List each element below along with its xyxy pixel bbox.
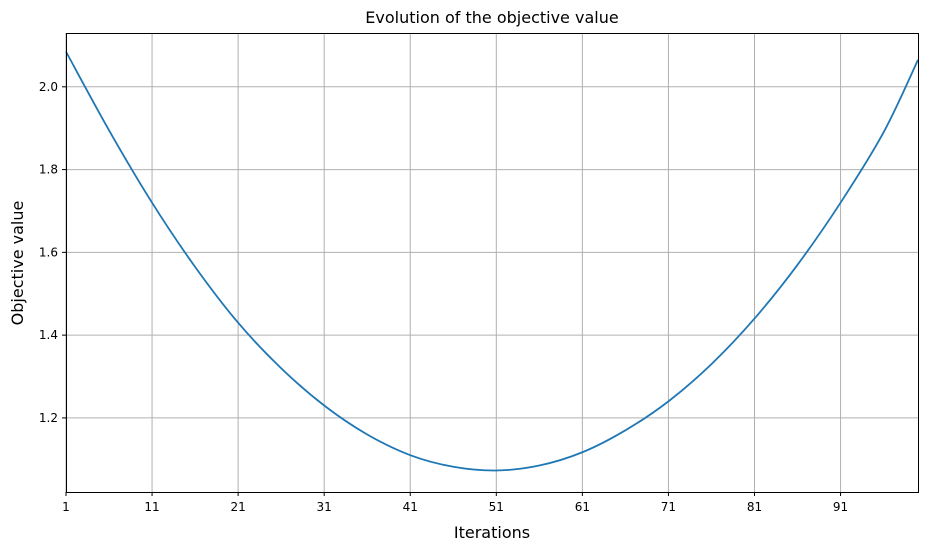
x-tick-label: 61 (575, 500, 590, 514)
y-tick-label: 2.0 (39, 80, 58, 94)
x-axis-label: Iterations (454, 523, 530, 542)
x-tick-label: 21 (230, 500, 245, 514)
x-tick-label: 31 (317, 500, 332, 514)
y-tick-label: 1.6 (39, 245, 58, 259)
y-tick-label: 1.4 (39, 328, 58, 342)
chart-title: Evolution of the objective value (365, 8, 618, 27)
x-tick-label: 51 (489, 500, 504, 514)
x-tick-label: 91 (833, 500, 848, 514)
y-axis-label: Objective value (8, 201, 27, 326)
x-tick-label: 11 (144, 500, 159, 514)
x-tick-label: 81 (747, 500, 762, 514)
grid (65, 33, 918, 492)
series-line (65, 51, 919, 472)
x-tick-label: 41 (403, 500, 418, 514)
series-layer (65, 51, 919, 472)
x-tick-label: 1 (62, 500, 70, 514)
plot-frame (66, 33, 919, 493)
ticks: 1 11 21 31 41 51 61 71 81 911.21.41.61.82.0 (39, 80, 848, 514)
y-tick-label: 1.2 (39, 411, 58, 425)
x-tick-label: 71 (661, 500, 676, 514)
y-tick-label: 1.8 (39, 163, 58, 177)
